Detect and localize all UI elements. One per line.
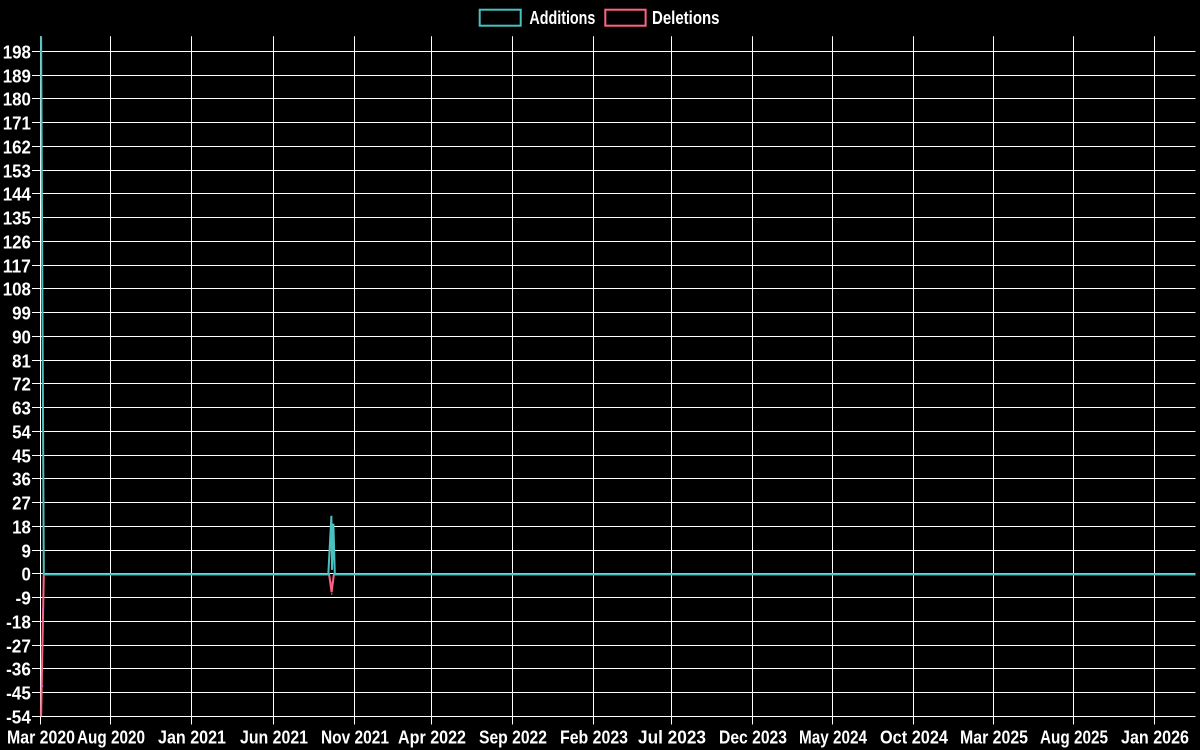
svg-text:144: 144 [3, 185, 31, 205]
svg-text:Jan 2026: Jan 2026 [1121, 728, 1189, 748]
svg-text:-9: -9 [16, 589, 31, 609]
svg-text:0: 0 [22, 565, 31, 585]
svg-text:-18: -18 [6, 613, 31, 633]
svg-text:-36: -36 [6, 660, 31, 680]
svg-text:Jul 2023: Jul 2023 [638, 728, 706, 748]
svg-text:Sep 2022: Sep 2022 [479, 728, 547, 748]
svg-text:-45: -45 [6, 684, 31, 704]
svg-text:36: 36 [12, 470, 31, 490]
svg-text:90: 90 [12, 328, 31, 348]
svg-text:18: 18 [12, 518, 31, 538]
svg-text:-54: -54 [6, 708, 31, 728]
svg-text:Aug 2020: Aug 2020 [77, 728, 145, 748]
svg-text:Mar 2025: Mar 2025 [960, 728, 1028, 748]
svg-text:54: 54 [12, 423, 31, 443]
svg-text:Dec 2023: Dec 2023 [719, 728, 787, 748]
svg-text:135: 135 [3, 209, 31, 229]
svg-text:63: 63 [12, 399, 31, 419]
svg-text:Oct 2024: Oct 2024 [880, 728, 948, 748]
svg-text:126: 126 [3, 233, 31, 253]
svg-text:Nov 2021: Nov 2021 [321, 728, 389, 748]
svg-text:Jan 2021: Jan 2021 [158, 728, 226, 748]
svg-text:153: 153 [3, 162, 31, 182]
svg-text:72: 72 [12, 375, 31, 395]
svg-text:162: 162 [3, 138, 31, 158]
svg-text:Additions: Additions [529, 8, 595, 28]
svg-text:Mar 2020: Mar 2020 [7, 728, 75, 748]
svg-text:81: 81 [12, 352, 31, 372]
svg-text:45: 45 [12, 447, 31, 467]
svg-text:189: 189 [3, 67, 31, 87]
svg-text:171: 171 [3, 114, 31, 134]
svg-text:108: 108 [3, 280, 31, 300]
svg-text:117: 117 [3, 257, 31, 277]
svg-text:Feb 2023: Feb 2023 [560, 728, 628, 748]
svg-text:9: 9 [22, 542, 31, 562]
svg-text:198: 198 [3, 43, 31, 63]
svg-text:27: 27 [12, 494, 31, 514]
svg-text:180: 180 [3, 90, 31, 110]
svg-text:Jun 2021: Jun 2021 [240, 728, 308, 748]
svg-text:99: 99 [12, 304, 31, 324]
svg-text:-27: -27 [6, 637, 31, 657]
svg-text:Aug 2025: Aug 2025 [1040, 728, 1108, 748]
svg-text:Apr 2022: Apr 2022 [398, 728, 466, 748]
svg-text:Deletions: Deletions [652, 8, 720, 28]
svg-text:May 2024: May 2024 [799, 728, 867, 748]
